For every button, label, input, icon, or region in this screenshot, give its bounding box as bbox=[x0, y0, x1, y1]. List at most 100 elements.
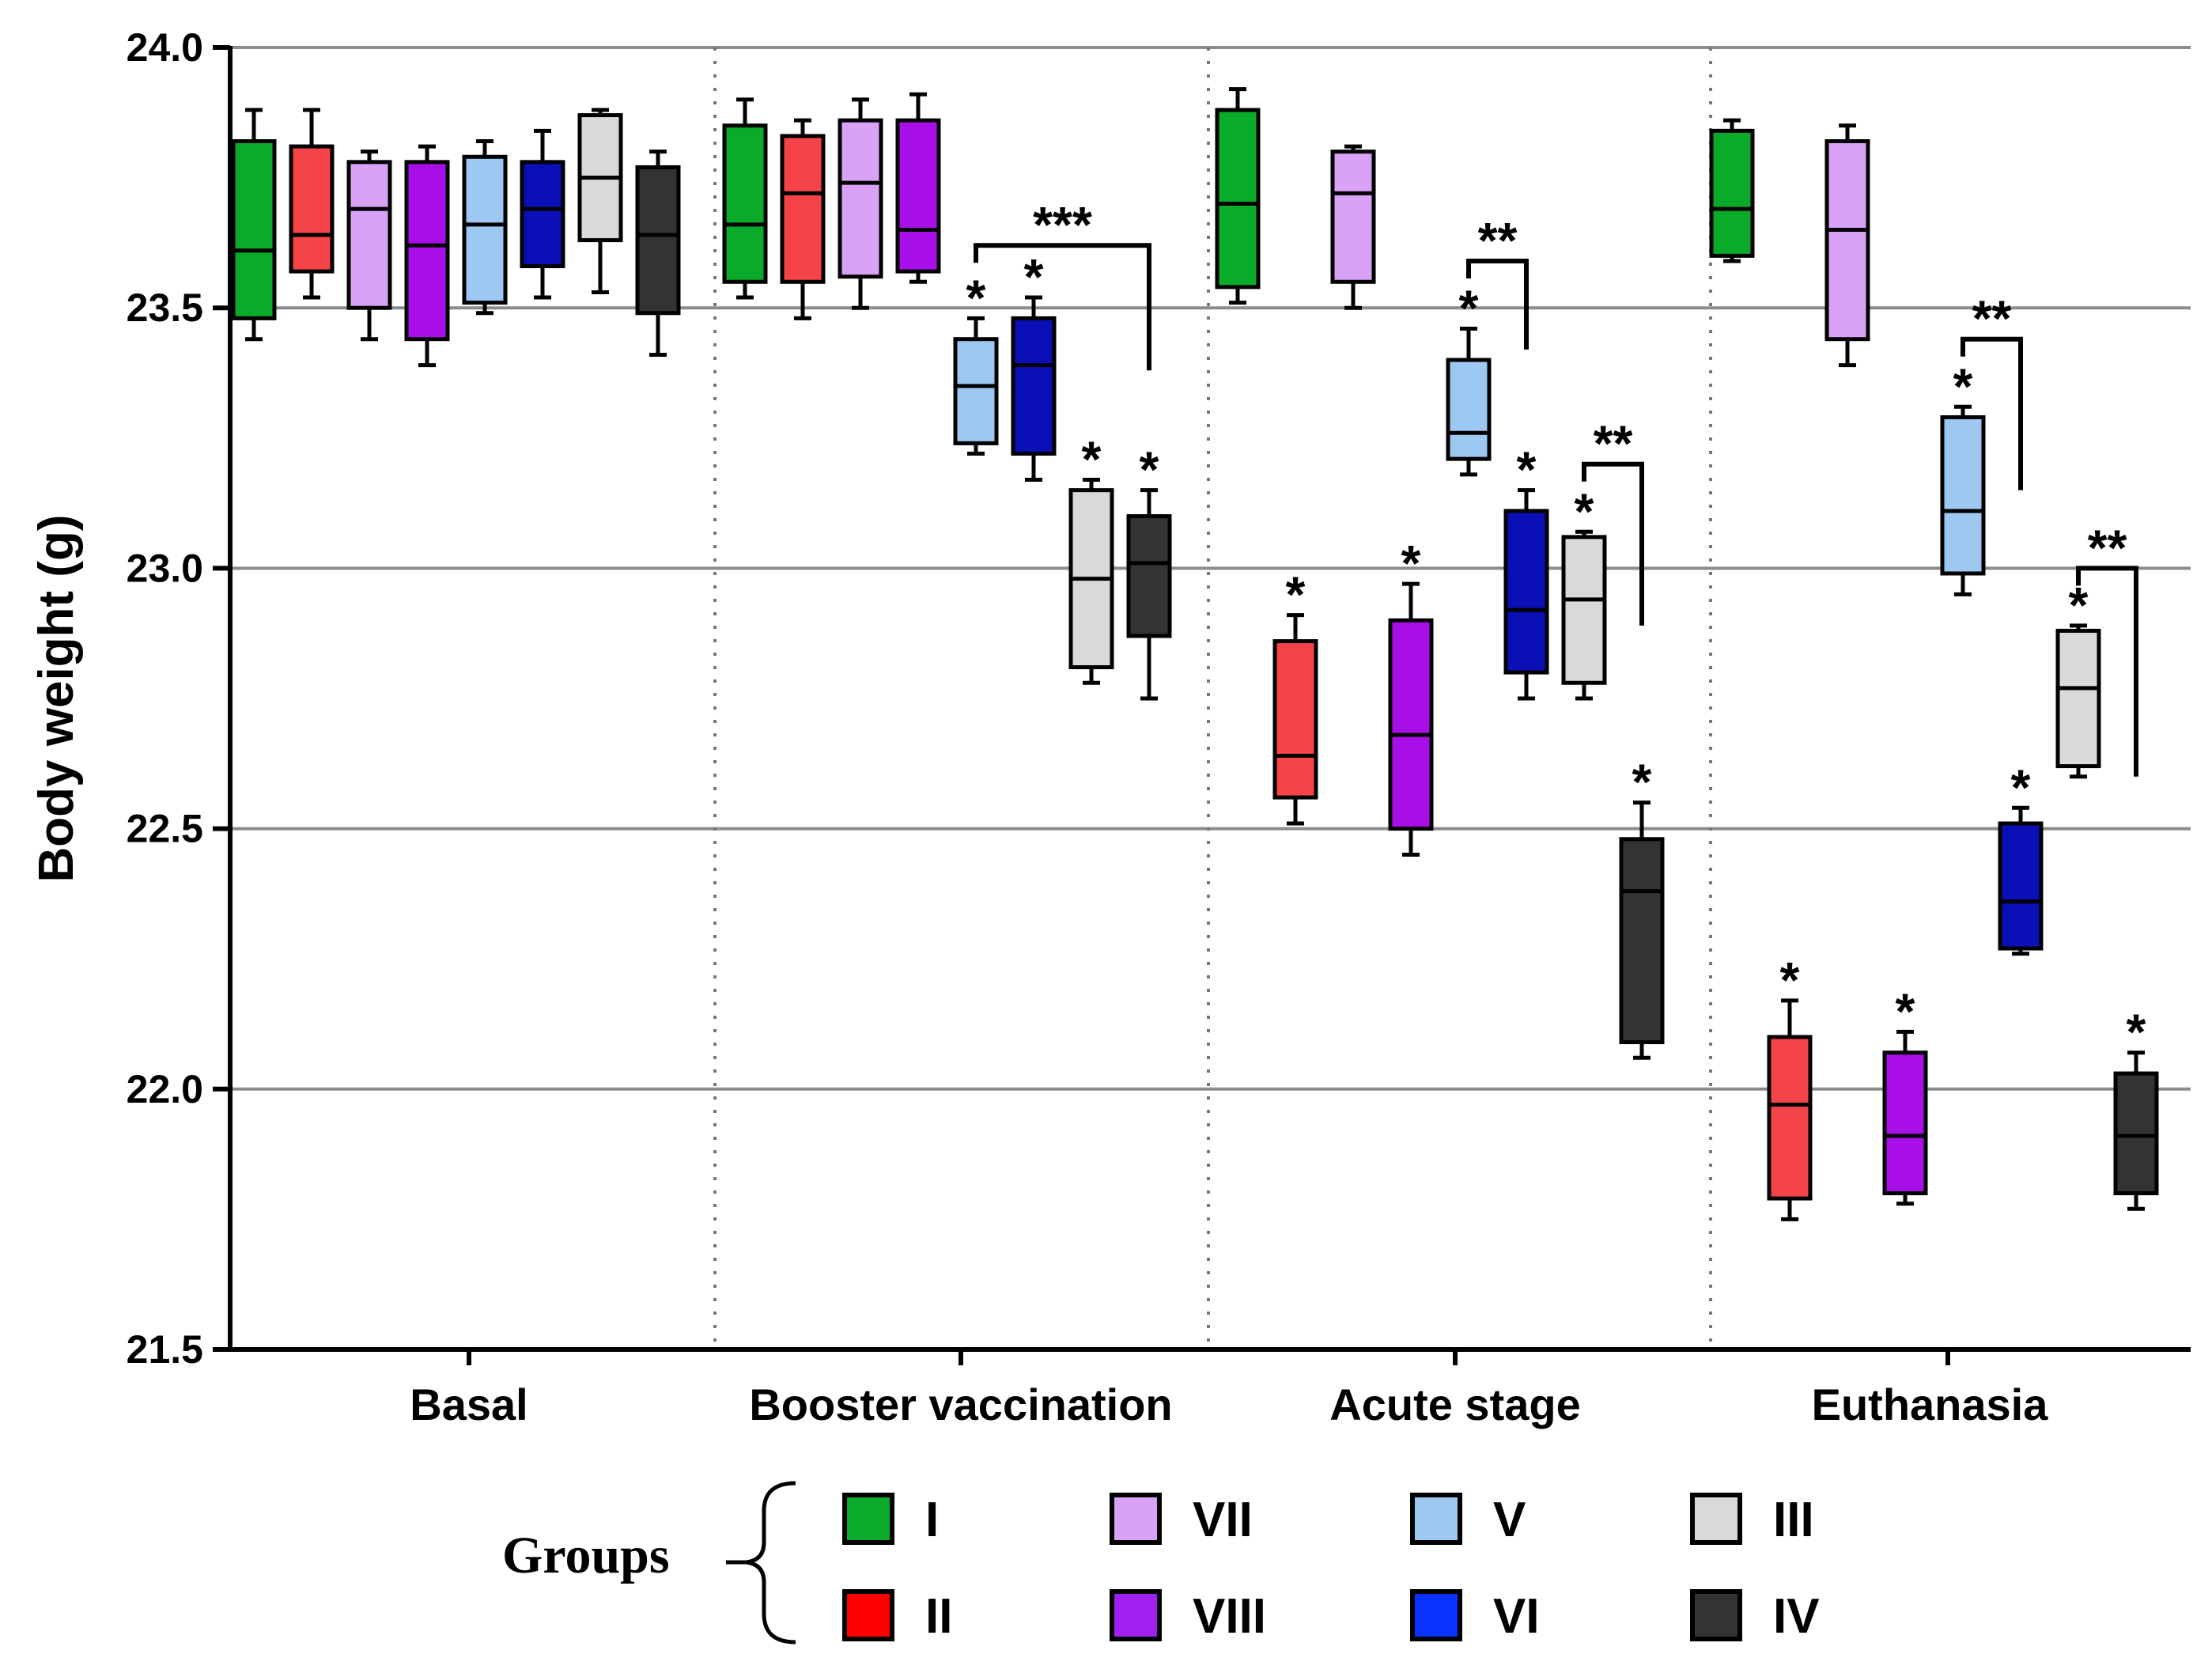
box-iqr bbox=[780, 134, 826, 284]
significance-star: * bbox=[1459, 280, 1479, 337]
legend-label: VII bbox=[1193, 1493, 1253, 1547]
legend-title: Groups bbox=[502, 1527, 670, 1584]
category-separators bbox=[713, 47, 1712, 1349]
significance-star: * bbox=[1953, 358, 1973, 414]
significance-star: * bbox=[966, 269, 986, 326]
legend-swatch bbox=[1110, 1589, 1162, 1641]
legend-label: VIII bbox=[1193, 1589, 1266, 1644]
boxplot-basal-group-VIII bbox=[404, 144, 450, 368]
box-iqr bbox=[1011, 316, 1057, 456]
legend-label: IV bbox=[1773, 1589, 1820, 1644]
significance-star: * bbox=[1286, 566, 1306, 623]
x-category-label: Basal bbox=[410, 1380, 527, 1429]
y-tick-label: 22.0 bbox=[127, 1067, 203, 1111]
significance-star: * bbox=[2127, 1004, 2146, 1061]
bracket-label: ** bbox=[1594, 415, 1633, 472]
significance-star: * bbox=[1401, 535, 1421, 592]
box-iqr bbox=[635, 165, 681, 316]
legend-label: II bbox=[925, 1589, 952, 1644]
legend-label: III bbox=[1773, 1493, 1814, 1547]
legend-swatch bbox=[1410, 1589, 1462, 1641]
boxplot-acute-stage-group-VIII: * bbox=[1388, 535, 1434, 857]
significance-star: * bbox=[1632, 754, 1652, 811]
boxplot-euthanasia-group-VII bbox=[1824, 123, 1870, 368]
bracket-label: ** bbox=[1478, 212, 1518, 269]
significance-star: * bbox=[1780, 952, 1800, 1009]
boxplot-booster-vaccination-group-IV: * bbox=[1126, 441, 1172, 701]
boxplot-acute-stage-group-VII bbox=[1330, 144, 1376, 310]
box-iqr bbox=[1767, 1035, 1813, 1201]
significance-star: * bbox=[1575, 483, 1594, 539]
box-iqr bbox=[1446, 358, 1492, 461]
box-iqr bbox=[2055, 628, 2101, 769]
boxplot-basal-group-I bbox=[231, 108, 277, 342]
legend-label: I bbox=[925, 1493, 939, 1547]
bracket-line bbox=[1582, 461, 1644, 626]
boxplot-acute-stage-group-V: * bbox=[1446, 280, 1492, 477]
boxplot-basal-group-VI bbox=[520, 128, 565, 300]
box-iqr bbox=[838, 118, 883, 279]
box-iqr bbox=[404, 160, 450, 342]
box-layer: * ** ************* bbox=[231, 87, 2159, 1221]
bracket-euthanasia: ** bbox=[1961, 290, 2023, 490]
box-iqr bbox=[1998, 821, 2044, 951]
box-iqr bbox=[1272, 639, 1318, 800]
boxplot-acute-stage-group-VI: * bbox=[1503, 441, 1549, 701]
legend-swatch bbox=[842, 1493, 894, 1545]
y-axis-title: Body weight (g) bbox=[29, 515, 84, 883]
boxplot-booster-vaccination-group-II bbox=[780, 118, 826, 320]
boxplot-euthanasia-group-VIII: * bbox=[1882, 982, 1928, 1206]
boxplot-basal-group-IV bbox=[635, 150, 681, 357]
legend-item-IV: IV bbox=[1690, 1589, 1820, 1644]
legend-label: V bbox=[1493, 1493, 1526, 1547]
box-iqr bbox=[346, 160, 392, 310]
box-iqr bbox=[1940, 414, 1986, 576]
bracket-label: *** bbox=[1033, 196, 1092, 253]
boxplot-booster-vaccination-group-I bbox=[722, 97, 768, 300]
legend-label: VI bbox=[1493, 1589, 1540, 1644]
legend-item-II: II bbox=[842, 1589, 952, 1644]
boxplot-euthanasia-group-I bbox=[1709, 118, 1755, 263]
x-category-label: Euthanasia bbox=[1812, 1380, 2049, 1429]
boxplot-euthanasia-group-IV: * bbox=[2113, 1004, 2159, 1211]
boxplot-euthanasia-group-V: * bbox=[1940, 358, 1986, 596]
legend-item-VIII: VIII bbox=[1110, 1589, 1266, 1644]
y-tick-label: 21.5 bbox=[127, 1327, 203, 1372]
bracket-label: ** bbox=[1972, 290, 2012, 347]
significance-star: * bbox=[1896, 982, 1915, 1039]
significance-star: * bbox=[1140, 441, 1159, 498]
boxplot-basal-group-III bbox=[577, 108, 623, 294]
box-iqr bbox=[1882, 1050, 1928, 1195]
boxplot-acute-stage-group-I bbox=[1215, 87, 1261, 305]
legend-item-I: I bbox=[842, 1493, 939, 1547]
boxplot-euthanasia-group-III: * bbox=[2055, 577, 2101, 779]
box-iqr bbox=[462, 154, 508, 305]
x-category-label: Booster vaccination bbox=[749, 1380, 1172, 1429]
legend-item-V: V bbox=[1410, 1493, 1526, 1547]
boxplot-booster-vaccination-group-V: * bbox=[953, 269, 999, 456]
bracket-line bbox=[1466, 258, 1529, 350]
legend-item-III: III bbox=[1690, 1493, 1814, 1547]
boxplot-booster-vaccination-group-VIII bbox=[895, 92, 941, 284]
legend-swatch bbox=[1690, 1493, 1742, 1545]
boxplot-booster-vaccination-group-III: * bbox=[1068, 430, 1114, 685]
box-iqr bbox=[520, 160, 565, 269]
bracket-acute-stage: ** bbox=[1466, 212, 1529, 350]
bracket-label: ** bbox=[2088, 519, 2127, 576]
boxplot-euthanasia-group-VI: * bbox=[1998, 759, 2044, 956]
boxplot-booster-vaccination-group-VII bbox=[838, 97, 883, 310]
bracket-line bbox=[2076, 566, 2138, 777]
y-tick-label: 24.0 bbox=[127, 25, 203, 70]
legend-swatch bbox=[1410, 1493, 1462, 1545]
x-category-label: Acute stage bbox=[1329, 1380, 1580, 1429]
bracket-line bbox=[1961, 336, 2023, 490]
boxplot-acute-stage-group-II: * bbox=[1272, 566, 1318, 826]
box-iqr bbox=[1824, 139, 1870, 342]
box-iqr bbox=[1388, 618, 1434, 831]
box-iqr bbox=[1126, 514, 1172, 638]
significance-star: * bbox=[2011, 759, 2031, 816]
legend-item-VII: VII bbox=[1110, 1493, 1253, 1547]
legend-brace bbox=[726, 1481, 796, 1645]
box-iqr bbox=[289, 144, 335, 274]
